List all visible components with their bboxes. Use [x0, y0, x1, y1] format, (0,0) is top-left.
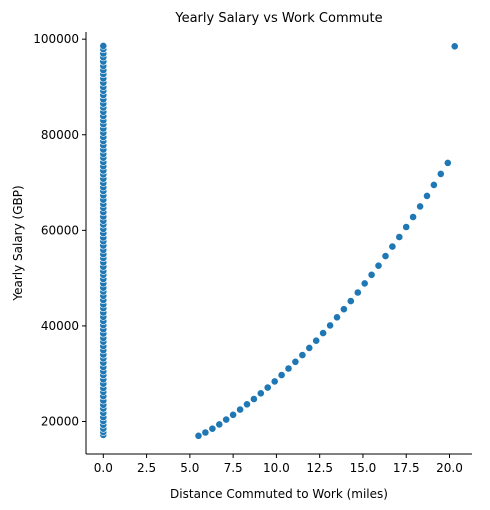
y-tick-label: 40000 [41, 319, 79, 333]
data-point [229, 410, 237, 419]
data-point [201, 428, 210, 437]
data-point [263, 383, 272, 392]
data-point [243, 400, 251, 409]
data-point [423, 191, 431, 200]
data-point [305, 343, 314, 352]
data-point [353, 288, 362, 297]
data-point [395, 233, 404, 241]
data-point [236, 405, 244, 414]
x-tick-label: 17.5 [393, 461, 420, 475]
y-tick-label: 20000 [41, 415, 79, 429]
x-tick-label: 10.0 [263, 461, 290, 475]
data-point [277, 371, 286, 379]
x-tick-label: 0.0 [94, 461, 113, 475]
data-point [291, 357, 300, 366]
data-point [450, 42, 459, 51]
x-axis-label: Distance Commuted to Work (miles) [170, 487, 388, 501]
data-point [312, 336, 321, 345]
data-point [249, 395, 258, 403]
x-tick-label: 5.0 [180, 461, 199, 475]
data-point [346, 297, 355, 305]
data-point [319, 329, 327, 337]
data-point [360, 279, 369, 288]
data-point [298, 351, 307, 359]
x-tick-label: 20.0 [436, 461, 463, 475]
data-point [326, 321, 334, 330]
data-point [367, 270, 376, 279]
y-tick-label: 100000 [33, 32, 79, 46]
x-tick-label: 12.5 [306, 461, 333, 475]
data-point [443, 158, 452, 167]
data-point [409, 213, 417, 221]
data-point [388, 242, 397, 251]
data-point [381, 252, 390, 260]
y-axis-label: Yearly Salary (GBP) [11, 185, 25, 301]
data-point [429, 180, 438, 189]
data-point [99, 42, 108, 50]
y-tick-label: 60000 [41, 223, 79, 237]
data-point [256, 389, 265, 398]
x-tick-label: 2.5 [137, 461, 156, 475]
data-point [374, 261, 383, 270]
x-tick-label: 7.5 [224, 461, 243, 475]
data-point [284, 364, 293, 373]
x-axis-ticks: 0.0 2.5 5.0 7.5 10.0 12.5 15.0 17.5 20.0 [94, 454, 463, 475]
data-point [222, 415, 231, 424]
y-tick-label: 80000 [41, 128, 79, 142]
data-point [402, 223, 411, 231]
chart-title: Yearly Salary vs Work Commute [174, 11, 382, 26]
y-axis-ticks: 20000 40000 60000 80000 100000 [33, 32, 86, 429]
data-point [436, 169, 445, 178]
data-point [416, 202, 424, 211]
data-point [208, 424, 217, 433]
x-tick-label: 15.0 [350, 461, 377, 475]
data-point [270, 377, 279, 386]
data-point [194, 431, 203, 440]
data-point [215, 420, 224, 429]
data-point [333, 313, 341, 322]
data-points [99, 42, 459, 440]
data-point [339, 305, 348, 314]
